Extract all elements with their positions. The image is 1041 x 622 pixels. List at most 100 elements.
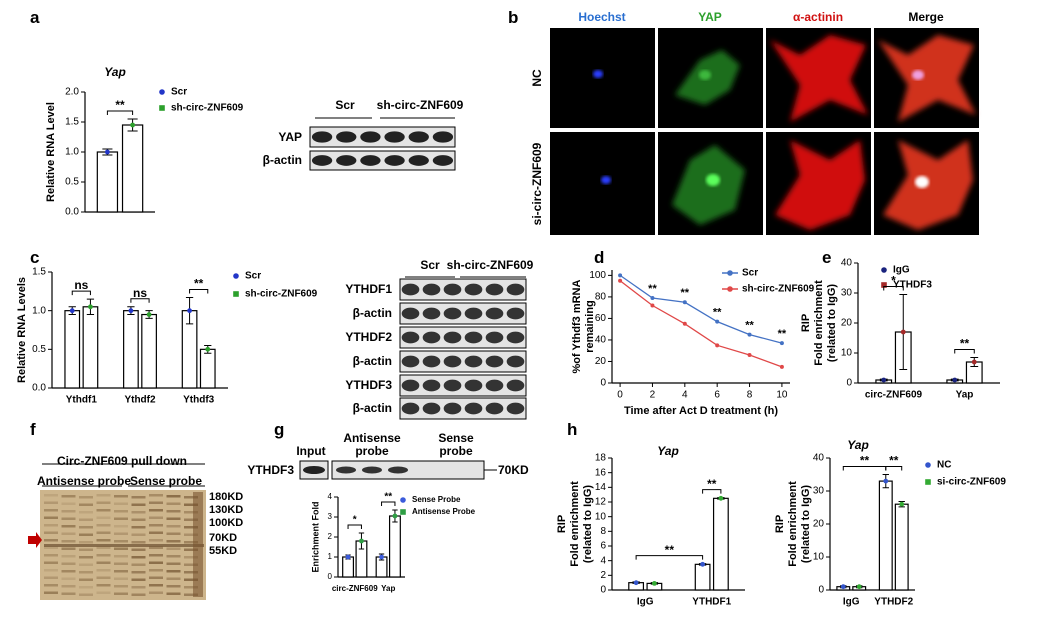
- point: [856, 584, 862, 590]
- bar: [121, 124, 144, 213]
- gel-band: [114, 525, 128, 528]
- point: [359, 538, 364, 544]
- blot-band: [464, 331, 483, 344]
- significance-bracket: [130, 298, 150, 303]
- point: [971, 359, 977, 365]
- point: [205, 346, 211, 352]
- gel-band: [149, 501, 163, 504]
- gel-band: [131, 496, 146, 499]
- legend-marker: [400, 497, 406, 503]
- point: [682, 300, 687, 305]
- significance-label: **: [889, 454, 899, 468]
- chart-title: Yap: [847, 438, 869, 452]
- y-tick-label: 1.0: [65, 147, 79, 158]
- blot-band: [336, 155, 357, 166]
- gel-band: [166, 495, 181, 498]
- y-tick-label: 0: [600, 378, 606, 389]
- y-axis-label: remaining: [584, 300, 596, 353]
- y-tick-label: 2: [600, 570, 606, 581]
- point: [379, 554, 384, 560]
- point: [899, 501, 905, 507]
- x-tick-label: Ythdf3: [183, 395, 215, 406]
- point: [779, 364, 784, 369]
- gel-band: [114, 562, 128, 565]
- gel-band: [79, 548, 93, 551]
- point: [130, 122, 136, 128]
- blot-row: YTHDF1: [345, 282, 392, 296]
- significance-label: **: [960, 337, 970, 351]
- y-tick-label: 40: [813, 453, 825, 464]
- gel-band: [96, 591, 111, 594]
- legend-marker: [727, 270, 733, 276]
- point: [779, 341, 784, 346]
- column-title: α-actinin: [792, 10, 844, 24]
- blot-band: [506, 331, 525, 344]
- blot-row: YTHDF3: [247, 463, 294, 477]
- y-axis-label: %of Ythdf3 mRNA: [571, 279, 583, 373]
- x-tick-label: 8: [747, 390, 753, 401]
- chart-title: Yap: [657, 444, 679, 458]
- gel-band: [79, 541, 93, 544]
- gel-band: [166, 555, 181, 558]
- blot-band: [443, 355, 462, 368]
- blot-band: [485, 283, 504, 296]
- y-axis-label: (related to IgG): [826, 284, 838, 363]
- y-tick-label: 20: [813, 519, 825, 530]
- point: [747, 353, 752, 358]
- y-axis-label: Enrichment Fold: [310, 501, 320, 572]
- blot-band: [485, 307, 504, 320]
- point: [715, 343, 720, 348]
- blot-band: [362, 466, 382, 474]
- x-axis-label: Time after Act D treatment (h): [624, 405, 778, 417]
- legend-label: Scr: [171, 87, 187, 98]
- legend-marker: [159, 105, 165, 111]
- bar: [141, 313, 157, 389]
- blot-row: YTHDF2: [345, 330, 392, 344]
- size-marker: 130KD: [209, 504, 244, 516]
- x-tick-label: 2: [650, 390, 656, 401]
- blot-band: [360, 155, 381, 166]
- gel-band: [149, 591, 163, 594]
- gel-band: [79, 593, 93, 596]
- bar: [694, 563, 711, 591]
- blot-band: [384, 155, 405, 166]
- point: [651, 581, 657, 586]
- blot-band: [422, 402, 441, 415]
- gel-band: [61, 592, 76, 595]
- column-title: Hoechst: [578, 10, 626, 24]
- point: [146, 312, 152, 317]
- gel-band: [96, 539, 111, 542]
- y-tick-label: 0: [600, 585, 606, 596]
- x-tick-label: IgG: [843, 597, 860, 608]
- blot-band: [464, 307, 483, 320]
- gel-band: [114, 510, 128, 513]
- size-marker: 55KD: [209, 545, 238, 557]
- gel-band: [79, 563, 93, 566]
- gel-band: [131, 526, 146, 529]
- point: [900, 329, 906, 335]
- blot-band: [443, 379, 462, 392]
- blot-band: [401, 331, 420, 344]
- blot-band: [506, 379, 525, 392]
- significance-label: **: [713, 307, 722, 319]
- gel-band: [61, 525, 76, 528]
- point: [128, 308, 134, 314]
- y-tick-label: 30: [841, 288, 853, 299]
- y-tick-label: 1: [328, 552, 333, 561]
- blot-band: [303, 466, 325, 474]
- y-tick-label: 2: [328, 532, 333, 541]
- gel-band: [131, 593, 146, 596]
- y-tick-label: 10: [813, 552, 825, 563]
- lane-label: Sense probe: [438, 431, 474, 458]
- y-tick-label: 3: [328, 512, 333, 521]
- blot-row: β-actin: [262, 153, 302, 167]
- gel-band: [61, 570, 76, 573]
- x-tick-label: Ythdf2: [124, 395, 156, 406]
- size-marker: 70KD: [498, 463, 529, 477]
- gel-band: [131, 548, 146, 551]
- significance-bracket: [885, 466, 903, 471]
- gel-band: [114, 585, 128, 588]
- gel-band: [166, 592, 181, 595]
- blot-band: [401, 402, 420, 415]
